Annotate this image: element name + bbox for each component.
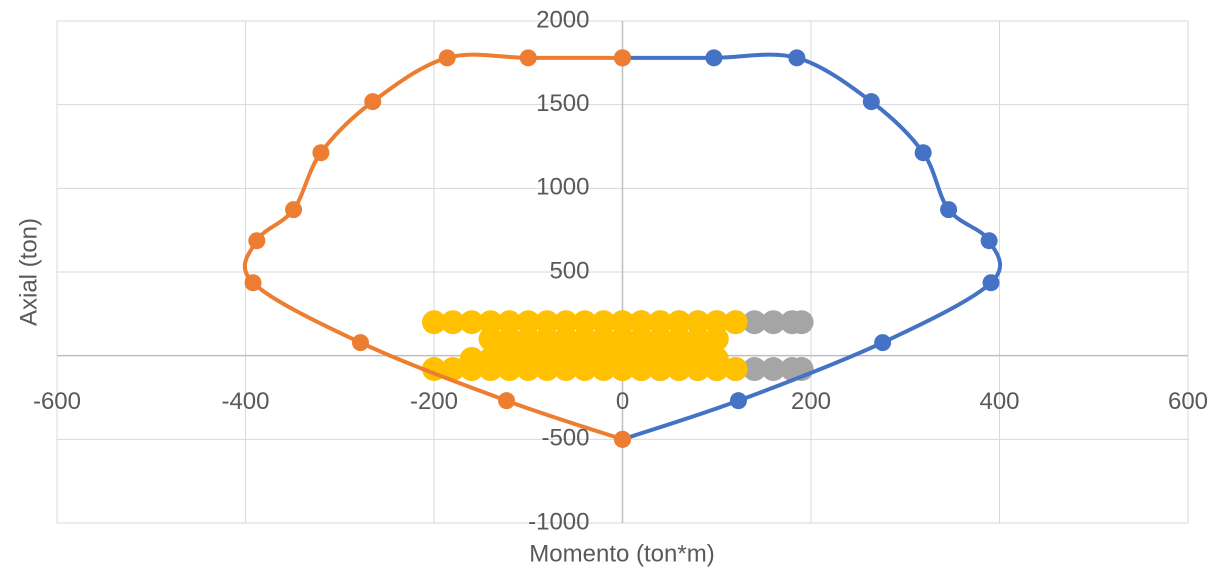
point-marker	[312, 144, 330, 162]
x-tick-label: 200	[791, 388, 831, 415]
scatter-point	[704, 347, 729, 372]
scatter-point	[459, 310, 484, 335]
point-marker	[705, 49, 723, 67]
y-axis-title: Axial (ton)	[15, 218, 42, 326]
scatter-point	[742, 357, 767, 382]
point-marker	[982, 274, 1000, 292]
x-axis-title: Momento (ton*m)	[529, 540, 714, 567]
point-marker	[729, 392, 747, 410]
scatter-point	[667, 347, 692, 372]
scatter-point	[459, 347, 484, 372]
x-tick-label: 400	[979, 388, 1019, 415]
point-marker	[862, 93, 880, 111]
scatter-point	[572, 347, 597, 372]
scatter-point	[553, 347, 578, 372]
scatter-point	[610, 310, 635, 335]
x-tick-label: 600	[1168, 388, 1208, 415]
y-tick-label: 2000	[536, 6, 589, 33]
scatter-point	[629, 347, 654, 372]
y-tick-label: -1000	[528, 508, 589, 535]
series-line	[621, 52, 1003, 442]
scatter-point	[667, 310, 692, 335]
point-marker	[498, 392, 516, 410]
point-marker	[614, 430, 631, 448]
x-tick-label: -400	[221, 388, 269, 415]
scatter-point	[742, 310, 767, 335]
series-line	[242, 52, 624, 442]
scatter-point	[497, 310, 522, 335]
point-marker	[914, 144, 932, 162]
scatter-point	[704, 310, 729, 335]
scatter-point	[723, 357, 748, 382]
scatter-point	[516, 310, 541, 335]
scatter-point	[535, 310, 560, 335]
scatter-point	[478, 347, 503, 372]
scatter-point	[440, 310, 465, 335]
y-tick-label: -500	[541, 425, 589, 452]
scatter-point	[723, 310, 748, 335]
point-marker	[438, 49, 456, 67]
point-marker	[285, 201, 303, 219]
scatter-point	[761, 310, 786, 335]
scatter-point	[648, 310, 673, 335]
x-tick-label: 0	[616, 388, 629, 415]
scatter-point	[610, 347, 635, 372]
point-marker	[874, 334, 892, 352]
scatter-point	[591, 310, 616, 335]
point-marker	[980, 232, 998, 250]
scatter-point	[648, 347, 673, 372]
scatter-point	[572, 310, 597, 335]
scatter-point	[704, 326, 729, 351]
scatter-point	[685, 347, 710, 372]
scatter-point	[516, 347, 541, 372]
point-marker	[364, 93, 382, 111]
scatter-point	[761, 357, 786, 382]
x-tick-label: -200	[410, 388, 458, 415]
point-marker	[614, 49, 631, 67]
scatter-point	[591, 347, 616, 372]
scatter-point	[629, 310, 654, 335]
point-marker	[351, 334, 369, 352]
scatter-point	[535, 347, 560, 372]
scatter-point	[478, 310, 503, 335]
point-marker	[788, 49, 806, 67]
point-marker	[244, 274, 262, 292]
scatter-point	[440, 357, 465, 382]
point-marker	[248, 232, 266, 250]
point-marker	[940, 201, 958, 219]
scatter-point	[497, 347, 522, 372]
scatter-point	[422, 310, 446, 335]
y-tick-label: 1000	[536, 174, 589, 201]
scatter-point	[553, 310, 578, 335]
y-tick-label: 1500	[536, 90, 589, 117]
scatter-point	[685, 310, 710, 335]
scatter-point	[478, 326, 503, 351]
y-tick-label: 500	[549, 257, 589, 284]
scatter-point	[789, 310, 814, 335]
point-marker	[519, 49, 537, 67]
x-tick-label: -600	[33, 388, 81, 415]
